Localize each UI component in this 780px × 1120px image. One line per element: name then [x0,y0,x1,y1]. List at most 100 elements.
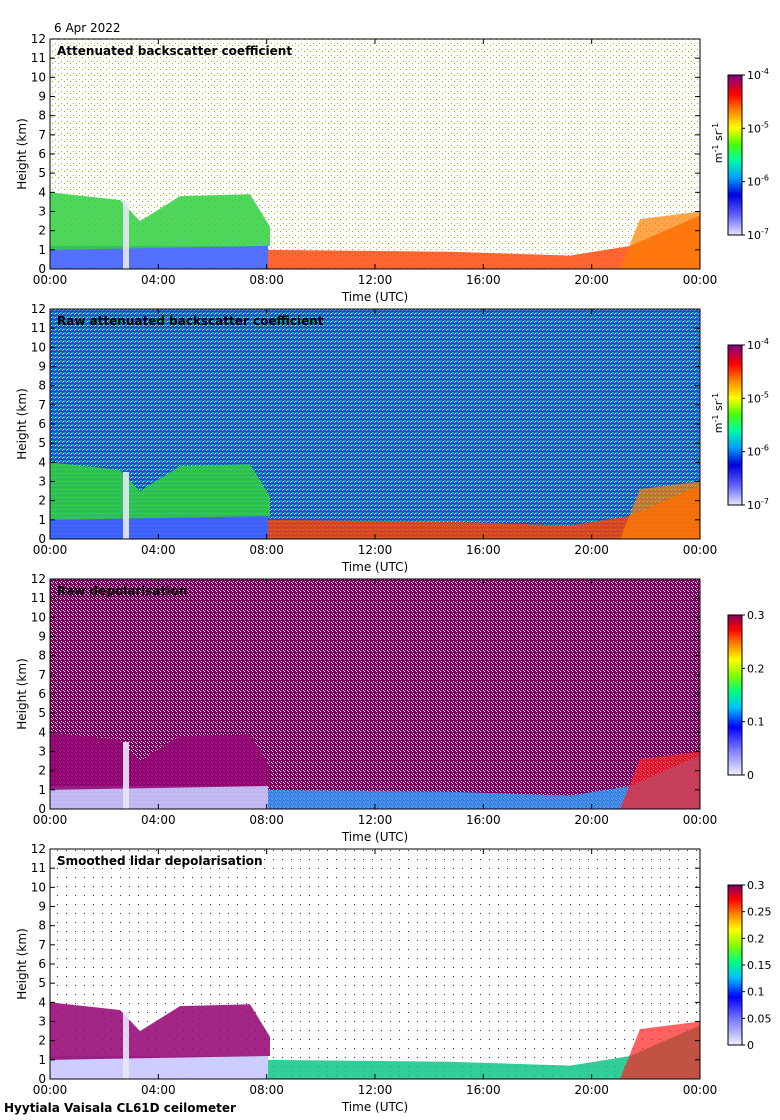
precipitation-streak [123,201,129,269]
colorbar [727,344,743,506]
y-tick-label: 12 [31,302,46,316]
y-tick-label: 7 [38,398,46,412]
x-tick-label: 08:00 [249,543,284,557]
y-tick-label: 10 [31,340,46,354]
y-tick-label: 12 [31,572,46,586]
x-tick-label: 04:00 [141,813,176,827]
panel-title: Raw depolarisation [57,584,187,598]
x-tick-label: 00:00 [33,813,68,827]
x-axis-label: Time (UTC) [341,560,408,574]
y-tick-label: 0 [38,802,46,816]
colorbar-tick-label: 0.2 [747,662,765,675]
colorbar-units: m-1 sr-1 [711,393,726,433]
y-tick-label: 2 [38,1034,46,1048]
x-tick-label: 00:00 [33,543,68,557]
y-tick-label: 8 [38,649,46,663]
morning-aerosol-layer [50,1002,270,1060]
colorbar-tick-label: 10-4 [747,337,769,352]
y-tick-label: 5 [38,166,46,180]
y-tick-label: 0 [38,1072,46,1086]
colorbar-tick-label: 0.2 [747,932,765,945]
colorbar-tick-label: 10-7 [747,227,769,242]
y-tick-label: 1 [38,783,46,797]
y-tick-label: 7 [38,938,46,952]
colorbar-tick-label: 0.05 [747,1012,772,1025]
y-tick-label: 3 [38,475,46,489]
y-tick-label: 9 [38,360,46,374]
y-tick-label: 1 [38,1053,46,1067]
y-tick-label: 8 [38,379,46,393]
boundary-layer [50,516,268,539]
y-tick-label: 3 [38,1015,46,1029]
y-tick-label: 11 [31,861,46,875]
colorbar-tick-label: 10-4 [747,67,769,82]
date-label: 6 Apr 2022 [54,21,121,35]
y-tick-label: 11 [31,591,46,605]
x-tick-label: 00:00 [683,1083,718,1097]
x-tick-label: 20:00 [574,543,609,557]
y-tick-label: 2 [38,494,46,508]
x-axis-label: Time (UTC) [341,290,408,304]
y-axis-label: Height (km) [15,118,29,189]
y-tick-label: 7 [38,668,46,682]
y-tick-label: 11 [31,51,46,65]
y-tick-label: 0 [38,532,46,546]
y-tick-label: 4 [38,725,46,739]
x-tick-label: 12:00 [358,1083,393,1097]
colorbar-tick-label: 0.25 [747,906,772,919]
y-tick-label: 7 [38,128,46,142]
panel-4: Smoothed lidar depolarisation01234567891… [15,842,772,1114]
colorbar-tick-label: 0 [747,769,754,782]
panel-2: Raw attenuated backscatter coefficient 0 1… [15,302,769,574]
y-tick-label: 11 [31,321,46,335]
daytime-surface-layer [268,215,700,269]
y-tick-label: 2 [38,224,46,238]
colorbar [727,74,743,236]
x-tick-label: 04:00 [141,273,176,287]
boundary-layer [50,1056,268,1079]
x-tick-label: 00:00 [33,273,68,287]
y-tick-label: 1 [38,513,46,527]
y-tick-label: 5 [38,976,46,990]
colorbar-tick-label: 0.15 [747,959,772,972]
x-tick-label: 08:00 [249,813,284,827]
x-tick-label: 04:00 [141,1083,176,1097]
y-axis-label: Height (km) [15,388,29,459]
panel-title: Attenuated backscatter coefficient [57,44,292,58]
y-tick-label: 3 [38,745,46,759]
y-tick-label: 6 [38,147,46,161]
boundary-layer [50,786,268,809]
y-tick-label: 3 [38,205,46,219]
panel-3: Raw depolarisation0123456789101112Height… [15,572,765,844]
x-tick-label: 16:00 [466,813,501,827]
x-axis-label: Time (UTC) [341,1100,408,1114]
y-tick-label: 10 [31,70,46,84]
panel-title: Smoothed lidar depolarisation [57,854,263,868]
panel-title: Raw attenuated backscatter coefficient [57,314,324,328]
evening-layer [620,1021,700,1079]
y-tick-label: 12 [31,32,46,46]
x-tick-label: 20:00 [574,813,609,827]
x-axis-label: Time (UTC) [341,830,408,844]
colorbar-tick-label: 10-5 [747,120,769,135]
x-tick-label: 12:00 [358,273,393,287]
x-tick-label: 16:00 [466,273,501,287]
colorbar-tick-label: 10-5 [747,390,769,405]
x-tick-label: 00:00 [683,273,718,287]
x-tick-label: 12:00 [358,543,393,557]
x-tick-label: 00:00 [683,543,718,557]
y-tick-label: 6 [38,417,46,431]
daytime-surface-layer [268,755,700,809]
y-tick-label: 9 [38,900,46,914]
precipitation-streak [123,1011,129,1079]
colorbar-tick-label: 0.3 [747,879,765,892]
evening-layer [620,481,700,539]
instrument-label: Hyytiala Vaisala CL61D ceilometer [4,1101,236,1115]
evening-layer [620,751,700,809]
colorbar-tick-label: 0.3 [747,609,765,622]
colorbar-tick-label: 10-6 [747,444,769,459]
y-tick-label: 9 [38,90,46,104]
x-tick-label: 00:00 [33,1083,68,1097]
colorbar [727,614,743,776]
morning-aerosol-layer [50,732,270,790]
